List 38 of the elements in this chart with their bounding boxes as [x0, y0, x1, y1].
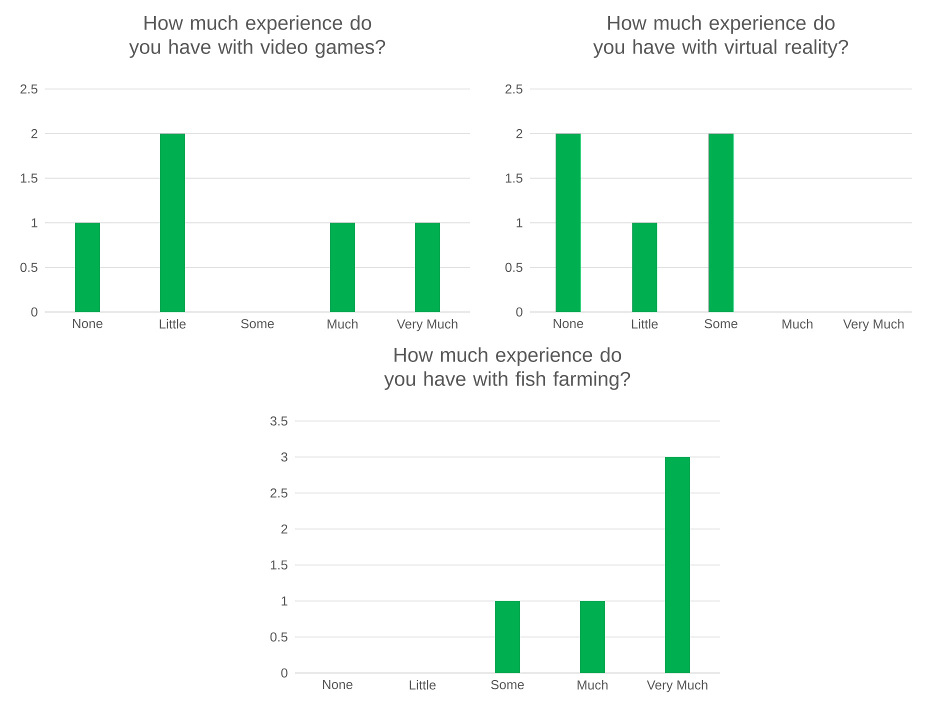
y-tick-label: 1.5 [20, 174, 38, 183]
y-tick-label: 0 [281, 668, 288, 678]
y-tick-label: 3 [281, 452, 288, 462]
chart-title: How much experience do you have with fish farming? [384, 347, 630, 390]
x-tick-label: Little [160, 319, 186, 329]
y-tick-label: 1.5 [270, 560, 288, 570]
y-tick-label: 2.5 [20, 84, 38, 94]
x-tick-label: Little [410, 680, 436, 690]
y-tick-label: 1 [516, 218, 522, 228]
y-tick-label: 1.5 [506, 174, 522, 183]
y-tick-label: 0.5 [505, 262, 522, 272]
y-tick-label: 0.5 [270, 632, 288, 642]
y-tick-label: 0 [516, 307, 522, 317]
x-tick-label: Much [782, 319, 812, 329]
x-tick-label: Much [578, 680, 608, 690]
y-tick-label: 0.5 [20, 262, 38, 272]
y-tick-label: 3.5 [270, 416, 288, 426]
x-tick-label: Much [328, 319, 358, 329]
x-tick-label: Some [491, 680, 524, 690]
x-tick-label: None [73, 319, 102, 328]
x-tick-label: None [323, 680, 352, 690]
x-tick-label: Some [241, 319, 274, 328]
x-tick-label: Very Much [843, 319, 904, 332]
x-tick-label: Very Much [396, 319, 458, 332]
y-tick-label: 1 [282, 596, 288, 606]
y-tick-label: 2.5 [506, 84, 522, 94]
y-tick-label: 2 [516, 129, 522, 138]
y-tick-label: 1 [32, 218, 38, 228]
y-tick-label: 2 [31, 129, 38, 138]
chart-title: How much experience do you have with virtual reality? [593, 15, 848, 58]
x-tick-label: Some [704, 319, 738, 328]
y-tick-label: 0 [31, 307, 38, 317]
x-tick-label: Very Much [646, 680, 708, 692]
y-tick-label: 2 [281, 524, 288, 534]
y-tick-label: 2.5 [270, 488, 288, 498]
x-tick-label: Little [632, 319, 658, 329]
chart-title: How much experience do you have with video games? [129, 15, 386, 58]
x-tick-label: None [554, 319, 584, 328]
